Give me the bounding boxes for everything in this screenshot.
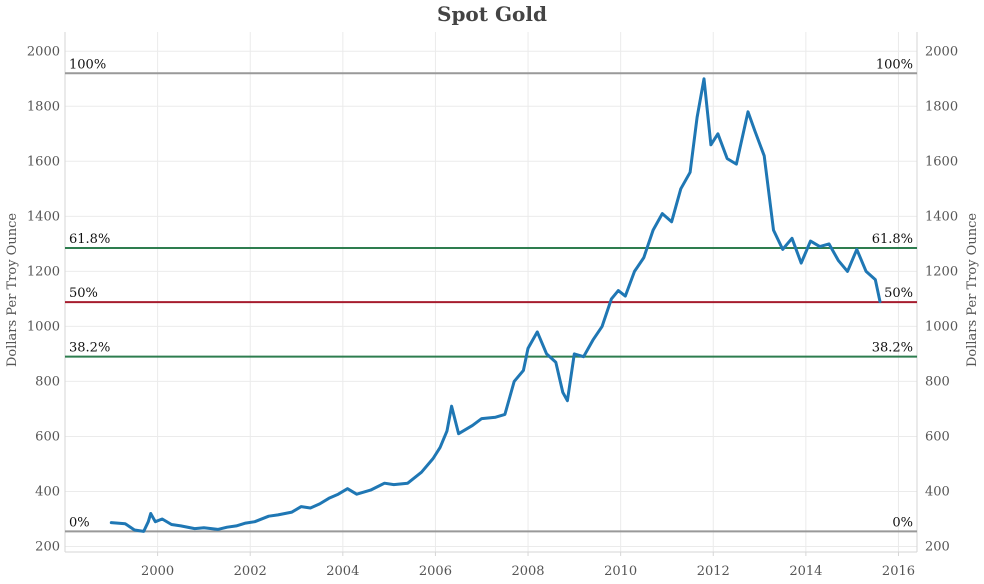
reference-label-left: 38.2% <box>69 341 110 356</box>
reference-label-right: 0% <box>892 515 913 530</box>
x-tick-label: 2008 <box>511 564 544 579</box>
y-tick-label-right: 2000 <box>925 44 958 59</box>
y-tick-label-left: 200 <box>35 539 60 554</box>
series-line <box>109 77 882 533</box>
x-tick-label: 2002 <box>234 564 267 579</box>
chart-title: Spot Gold <box>437 2 547 26</box>
y-tick-label-left: 600 <box>35 429 60 444</box>
reference-label-right: 61.8% <box>872 232 913 247</box>
x-tick-label: 2014 <box>789 564 822 579</box>
reference-label-right: 100% <box>876 57 913 72</box>
y-tick-label-left: 400 <box>35 484 60 499</box>
x-tick-label: 2016 <box>882 564 915 579</box>
x-tick-label: 2004 <box>326 564 359 579</box>
y-tick-label-right: 1000 <box>925 319 958 334</box>
y-axis-right-ticks: 200 400 600 800 1000 1200 1400 1600 1800 2000 <box>925 44 958 554</box>
y-axis-label-right: Dollars Per Troy Ounce <box>965 213 980 367</box>
y-tick-label-left: 1200 <box>27 264 60 279</box>
reference-label-right: 38.2% <box>872 341 913 356</box>
grid <box>65 32 917 552</box>
y-tick-label-left: 1000 <box>27 319 60 334</box>
series <box>109 77 882 533</box>
x-tick-label: 2012 <box>697 564 730 579</box>
y-tick-label-right: 1600 <box>925 154 958 169</box>
x-tick-label: 2000 <box>141 564 174 579</box>
x-tick-label: 2010 <box>604 564 637 579</box>
y-tick-label-left: 2000 <box>27 44 60 59</box>
y-tick-label-right: 1200 <box>925 264 958 279</box>
y-axis-left-ticks: 200 400 600 800 1000 1200 1400 1600 1800 2000 <box>27 44 60 554</box>
axes <box>64 32 918 553</box>
y-tick-label-left: 1600 <box>27 154 60 169</box>
reference-label-right: 50% <box>884 286 913 301</box>
y-tick-label-right: 600 <box>925 429 950 444</box>
y-tick-label-right: 200 <box>925 539 950 554</box>
y-tick-label-right: 1800 <box>925 99 958 114</box>
reference-lines: 100% 100% 61.8% 61.8% 50% 50% 38.2% 38.2% 0% 0% <box>65 57 917 533</box>
reference-label-left: 0% <box>69 515 90 530</box>
y-tick-label-left: 1800 <box>27 99 60 114</box>
reference-label-left: 61.8% <box>69 232 110 247</box>
reference-label-left: 100% <box>69 57 106 72</box>
y-tick-label-right: 1400 <box>925 209 958 224</box>
y-axis-label-left: Dollars Per Troy Ounce <box>5 213 20 367</box>
x-axis-ticks: 2000 2002 2004 2006 2008 2010 2012 2014 2016 <box>141 552 915 579</box>
y-tick-label-left: 800 <box>35 374 60 389</box>
y-tick-label-left: 1400 <box>27 209 60 224</box>
y-tick-label-right: 800 <box>925 374 950 389</box>
reference-label-left: 50% <box>69 286 98 301</box>
y-tick-label-right: 400 <box>925 484 950 499</box>
x-tick-label: 2006 <box>419 564 452 579</box>
